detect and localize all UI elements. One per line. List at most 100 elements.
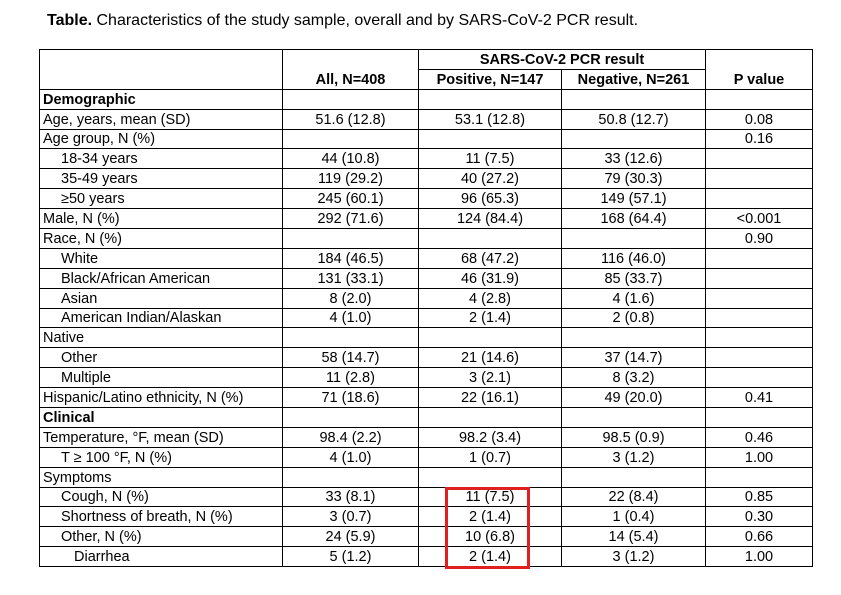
header-empty-cell [39,69,283,90]
table-row: Age, years, mean (SD) 51.6 (12.8) 53.1 (12… [39,108,813,130]
cell-pvalue: 0.41 [705,387,813,409]
table-row: 35-49 years 119 (29.2) 40 (27.2) 79 (30.3) [39,168,813,190]
cell-pvalue [705,327,813,349]
caption-text: Characteristics of the study sample, ove… [92,12,639,29]
cell-positive [418,228,562,249]
cell-positive [418,88,562,110]
row-label: Age group, N (%) [39,128,283,150]
header-empty-cell [282,49,419,70]
header-negative: Negative, N=261 [561,68,706,90]
cell-positive [418,128,562,150]
header-pvalue: P value [705,69,813,90]
cell-positive: 1 (0.7) [418,446,562,468]
cell-negative [561,128,706,150]
cell-positive [418,407,562,428]
table-row: Male, N (%) 292 (71.6) 124 (84.4) 168 (64.4… [39,208,813,230]
row-label: Age, years, mean (SD) [39,108,283,130]
cell-pvalue: 0.30 [705,506,813,528]
cell-pvalue: 0.16 [705,128,813,150]
table-row: Diarrhea 5 (1.2) 2 (1.4) 3 (1.2) 1.00 [39,546,813,568]
cell-positive: 11 (7.5) [418,148,562,170]
cell-negative: 85 (33.7) [561,267,706,289]
table-row: Temperature, °F, mean (SD) 98.4 (2.2) 98.2… [39,426,813,448]
cell-all: 5 (1.2) [282,546,419,568]
row-label: Other [39,347,283,369]
table-row: Shortness of breath, N (%) 3 (0.7) 2 (1.4)… [39,506,813,528]
row-label: Asian [39,287,283,309]
cell-pvalue [705,148,813,170]
row-label: Diarrhea [39,546,283,568]
cell-all [282,128,419,150]
cell-all: 292 (71.6) [282,208,419,230]
cell-pvalue: 0.46 [705,426,813,448]
cell-negative: 79 (30.3) [561,168,706,190]
cell-positive: 2 (1.4) [418,307,562,329]
cell-all: 98.4 (2.2) [282,426,419,448]
cell-positive: 11 (7.5) [418,486,562,508]
table-row: White 184 (46.5) 68 (47.2) 116 (46.0) [39,247,813,269]
table-caption: Table. Characteristics of the study samp… [47,12,638,30]
cell-positive [418,466,562,488]
cell-all [282,228,419,249]
cell-negative: 3 (1.2) [561,446,706,468]
cell-negative [561,88,706,110]
row-label: Hispanic/Latino ethnicity, N (%) [39,387,283,409]
cell-negative: 98.5 (0.9) [561,426,706,448]
table-row: Symptoms [39,466,813,488]
row-label: Multiple [39,367,283,389]
cell-all [282,407,419,428]
row-label: 18-34 years [39,148,283,170]
cell-pvalue [705,307,813,329]
cell-all: 4 (1.0) [282,446,419,468]
cell-positive: 68 (47.2) [418,247,562,269]
cell-negative: 37 (14.7) [561,347,706,369]
cell-negative: 149 (57.1) [561,188,706,210]
cell-pvalue: 0.85 [705,486,813,508]
header-row-columns: All, N=408 Positive, N=147 Negative, N=2… [39,68,813,90]
row-label: Shortness of breath, N (%) [39,506,283,528]
row-label: Native [39,327,283,349]
cell-pvalue [705,88,813,110]
cell-all [282,88,419,110]
table-row: Hispanic/Latino ethnicity, N (%) 71 (18.6… [39,387,813,409]
row-label: Black/African American [39,267,283,289]
table-row: T ≥ 100 °F, N (%) 4 (1.0) 1 (0.7) 3 (1.2) 1.… [39,446,813,468]
cell-all: 51.6 (12.8) [282,108,419,130]
cell-positive: 40 (27.2) [418,168,562,190]
cell-pvalue [705,287,813,309]
cell-pvalue [705,407,813,428]
cell-pvalue [705,188,813,210]
cell-negative: 116 (46.0) [561,247,706,269]
cell-all: 44 (10.8) [282,148,419,170]
header-empty-cell [705,49,813,70]
cell-pvalue [705,247,813,269]
cell-positive [418,327,562,349]
row-label: Male, N (%) [39,208,283,230]
cell-pvalue [705,168,813,190]
row-label: 35-49 years [39,168,283,190]
cell-negative: 2 (0.8) [561,307,706,329]
cell-all: 4 (1.0) [282,307,419,329]
cell-negative [561,466,706,488]
table-row: 18-34 years 44 (10.8) 11 (7.5) 33 (12.6) [39,148,813,170]
cell-pvalue [705,347,813,369]
cell-all: 71 (18.6) [282,387,419,409]
cell-negative: 4 (1.6) [561,287,706,309]
cell-positive: 124 (84.4) [418,208,562,230]
table-row: Asian 8 (2.0) 4 (2.8) 4 (1.6) [39,287,813,309]
table-row: Age group, N (%) 0.16 [39,128,813,150]
header-row-group: SARS-CoV-2 PCR result [39,49,813,70]
cell-positive: 2 (1.4) [418,546,562,568]
table-row: Race, N (%) 0.90 [39,228,813,249]
cell-pvalue [705,367,813,389]
header-all: All, N=408 [282,69,419,90]
cell-negative: 8 (3.2) [561,367,706,389]
cell-pvalue: 1.00 [705,446,813,468]
cell-pvalue: 0.90 [705,228,813,249]
cell-all: 3 (0.7) [282,506,419,528]
cell-negative: 50.8 (12.7) [561,108,706,130]
cell-all: 119 (29.2) [282,168,419,190]
row-label: Temperature, °F, mean (SD) [39,426,283,448]
cell-negative: 168 (64.4) [561,208,706,230]
header-empty-cell [39,49,283,70]
